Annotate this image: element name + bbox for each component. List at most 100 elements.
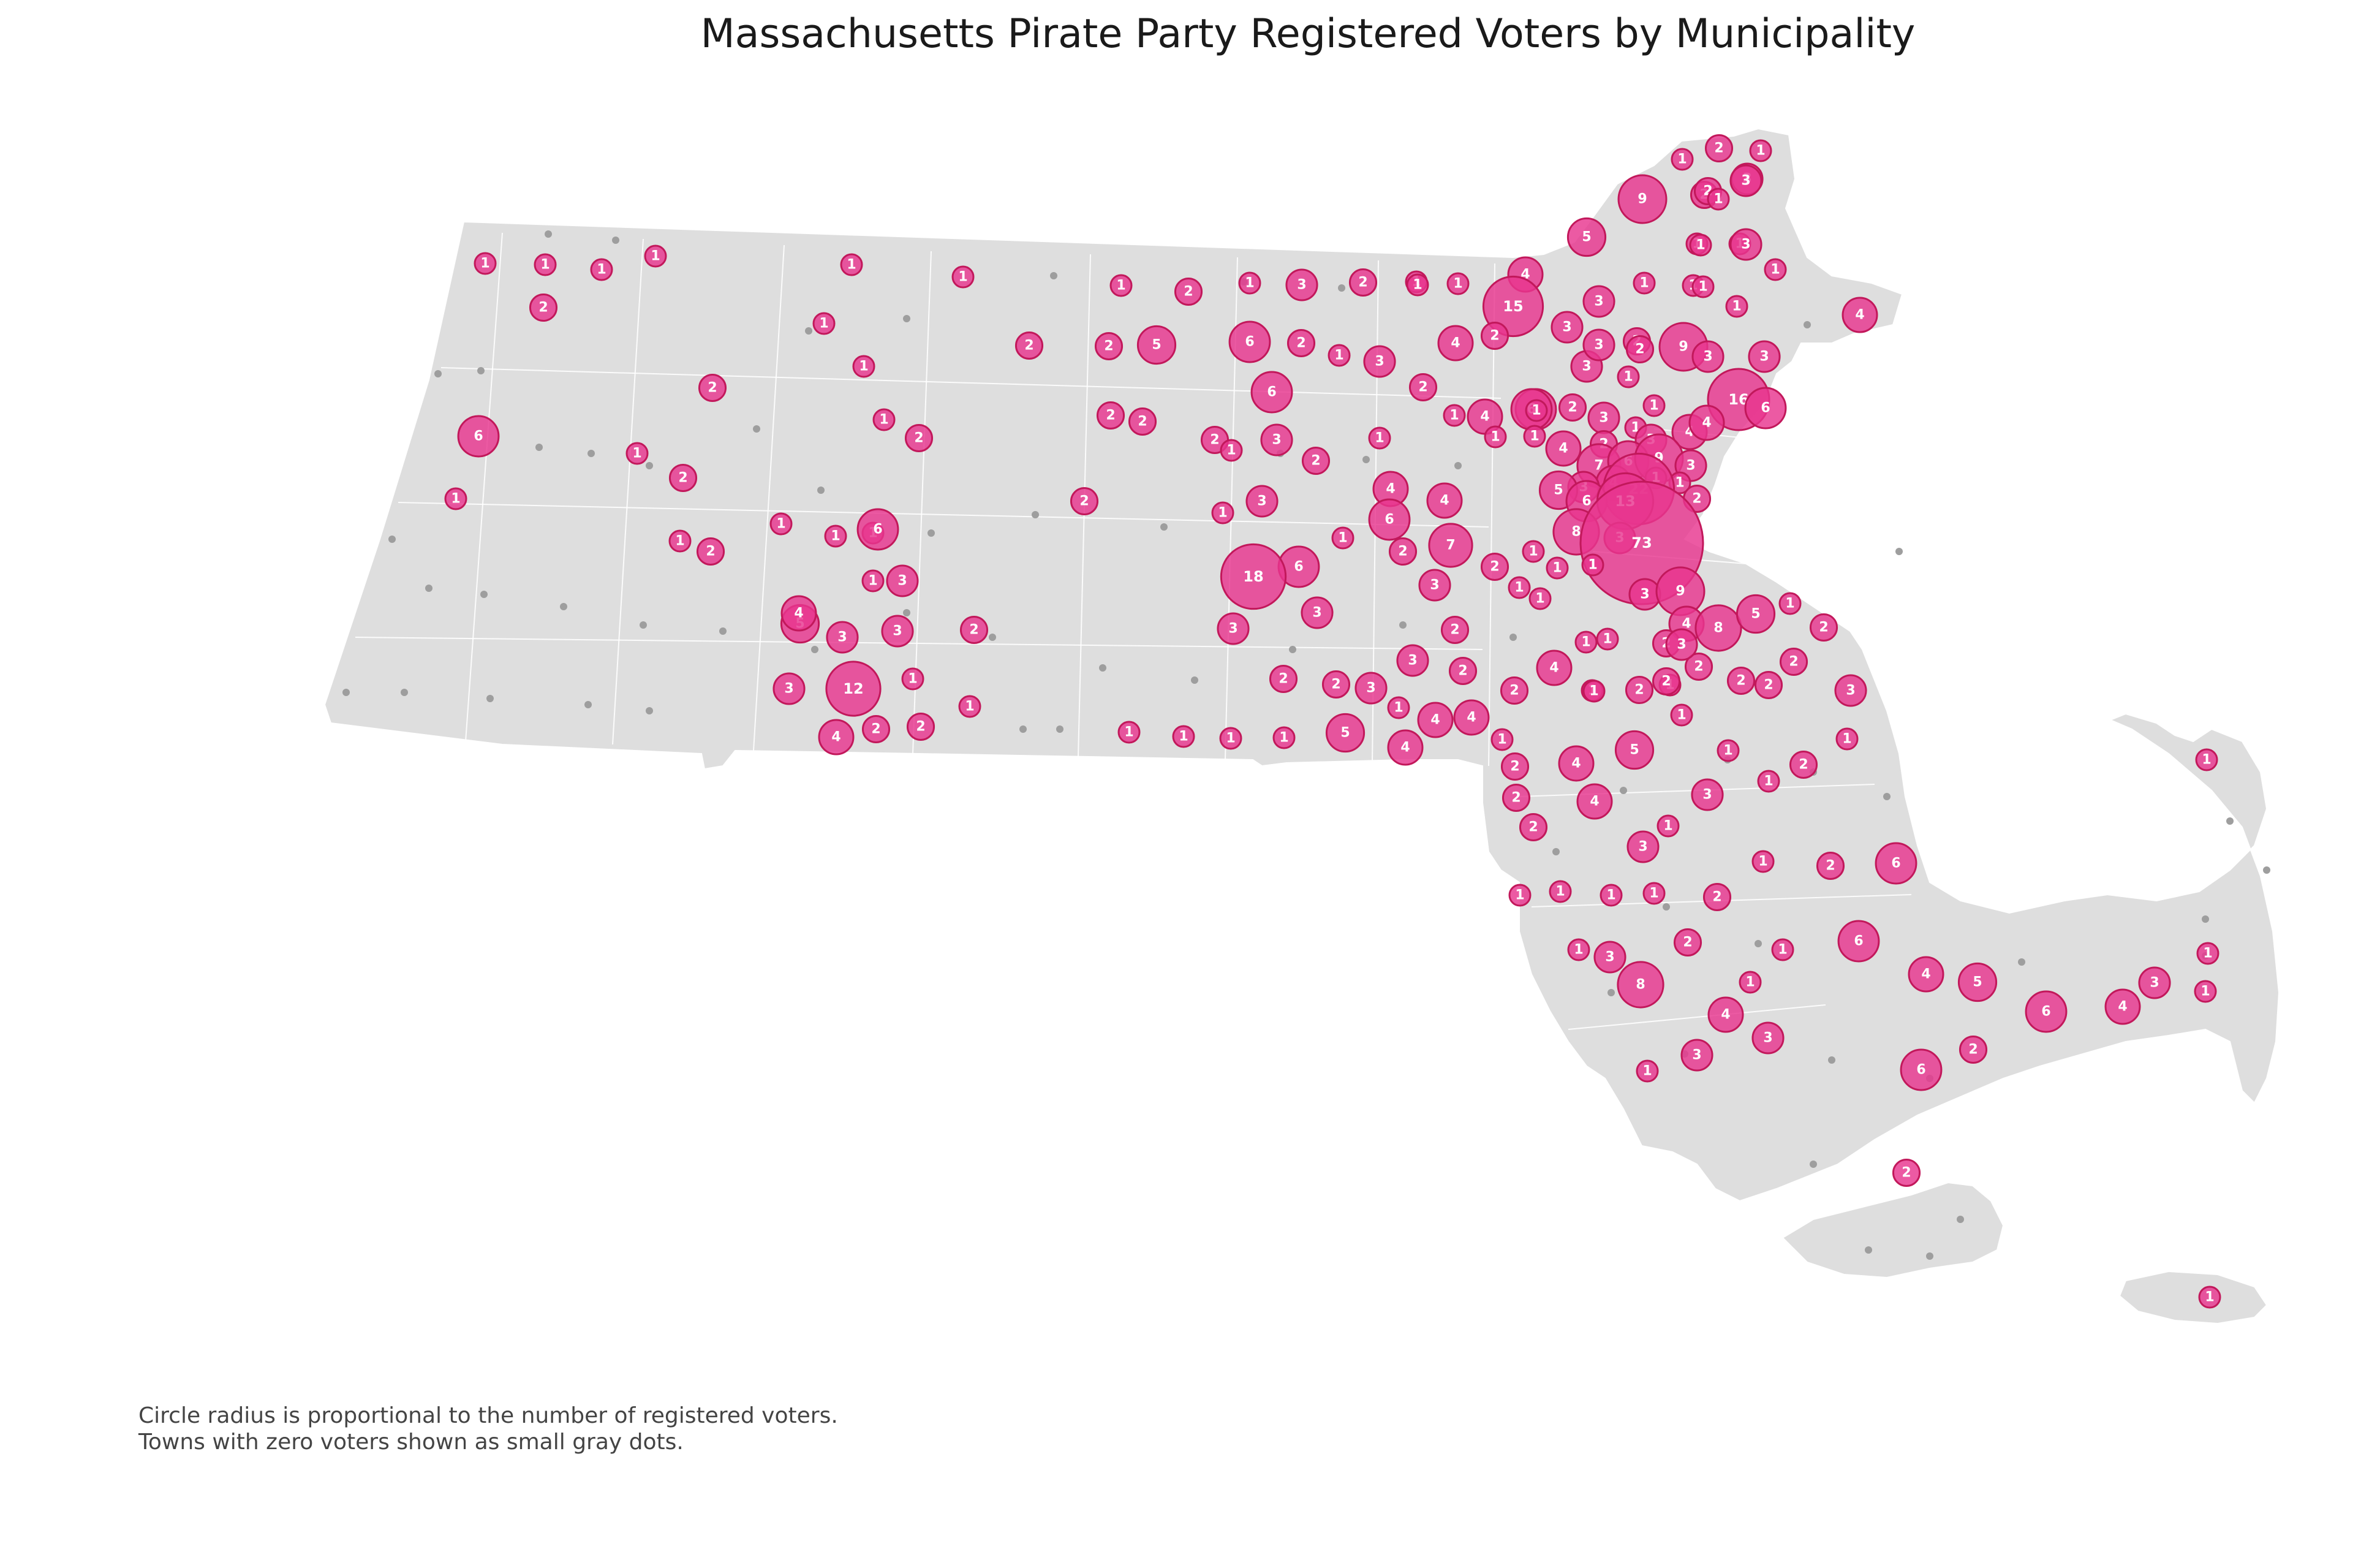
voter-bubble-circle	[1219, 727, 1242, 750]
voter-bubble-circle	[1301, 596, 1334, 629]
voter-bubble-circle	[1387, 696, 1410, 719]
voter-bubble: 1	[1574, 631, 1598, 654]
voter-bubble: 1	[1109, 274, 1133, 297]
zero-voter-dot	[1289, 646, 1296, 653]
voter-bubble-circle	[1751, 850, 1775, 873]
voter-count-label: 4	[794, 606, 803, 621]
voter-bubble: 4	[780, 595, 817, 632]
voter-count-label: 6	[873, 522, 882, 537]
voter-bubble: 1	[1739, 971, 1762, 994]
voter-bubble-circle	[824, 525, 847, 548]
voter-count-label: 4	[1855, 308, 1864, 323]
zero-voter-dot	[1957, 1216, 1964, 1223]
voter-bubble-circle	[1546, 556, 1569, 580]
voter-bubble: 1	[1508, 884, 1532, 907]
voter-bubble-circle	[773, 672, 806, 705]
voter-bubble-circle	[1835, 727, 1859, 751]
voter-bubble-circle	[1749, 139, 1772, 162]
voter-bubble-circle	[1331, 526, 1354, 550]
voter-bubble: 6	[856, 508, 899, 551]
voter-count-label: 2	[1764, 678, 1773, 693]
voter-bubble: 4	[1842, 297, 1878, 333]
voter-count-label: 7	[1594, 458, 1603, 474]
zero-voter-dot	[1755, 940, 1762, 947]
voter-bubble-circle	[1502, 783, 1531, 812]
voter-bubble: 2	[1388, 537, 1418, 566]
voter-count-label: 2	[1450, 623, 1459, 638]
zero-voter-dot	[1865, 1246, 1872, 1254]
voter-bubble-circle	[1652, 667, 1681, 696]
voter-bubble-circle	[1625, 335, 1655, 364]
voter-count-label: 1	[1623, 369, 1633, 385]
voter-bubble: 5	[1325, 713, 1366, 753]
voter-count-label: 1	[1758, 854, 1767, 869]
voter-count-label: 1	[1589, 684, 1598, 699]
voter-bubble-circle	[1260, 423, 1293, 456]
voter-bubble-circle	[1665, 628, 1698, 661]
voter-bubble: 3	[1593, 941, 1626, 974]
voter-bubble-circle	[1558, 745, 1595, 782]
voter-bubble-circle	[1406, 273, 1429, 297]
voter-bubble-circle	[1426, 482, 1463, 519]
voter-bubble: 1	[1368, 426, 1391, 450]
voter-bubble-circle	[1574, 631, 1598, 654]
voter-bubble-circle	[826, 621, 859, 654]
voter-bubble: 1	[1689, 233, 1712, 257]
voter-count-label: 1	[1334, 348, 1343, 363]
voter-bubble: 2	[1128, 407, 1157, 436]
voter-bubble-circle	[1642, 394, 1666, 417]
voter-bubble-circle	[2025, 990, 2068, 1033]
voter-bubble-circle	[1528, 587, 1552, 610]
voter-bubble-circle	[668, 529, 692, 553]
voter-count-label: 1	[1677, 708, 1686, 723]
voter-count-label: 15	[1503, 298, 1523, 315]
voter-bubble: 1	[474, 252, 497, 275]
zero-voter-dot	[753, 425, 760, 433]
voter-bubble-circle	[1117, 721, 1141, 744]
voter-count-label: 2	[1826, 858, 1835, 874]
zero-voter-dot	[1191, 676, 1198, 684]
voter-count-label: 4	[1549, 661, 1558, 676]
voter-bubble: 3	[1587, 401, 1620, 434]
voter-bubble: 4	[1426, 482, 1463, 519]
zero-voter-dot	[927, 529, 935, 537]
voter-bubble: 1	[1600, 884, 1623, 907]
voter-count-label: 2	[1692, 491, 1701, 507]
voter-bubble-circle	[1484, 425, 1507, 449]
zero-voter-dot	[612, 237, 619, 244]
zero-voter-dot	[903, 609, 910, 616]
voter-bubble-circle	[1636, 1059, 1659, 1083]
voter-bubble: 12	[825, 661, 882, 717]
voter-count-label: 1	[1394, 700, 1403, 716]
voter-bubble: 1	[1596, 627, 1619, 651]
voter-bubble: 1	[1835, 727, 1859, 751]
voter-count-label: 2	[1331, 677, 1340, 692]
voter-count-label: 1	[908, 672, 917, 687]
voter-count-label: 2	[1789, 654, 1798, 670]
zero-voter-dot	[477, 367, 485, 374]
voter-count-label: 6	[1916, 1062, 1925, 1078]
voter-bubble: 1	[1328, 344, 1351, 367]
voter-count-label: 1	[847, 257, 856, 273]
voter-count-label: 8	[1571, 525, 1581, 540]
voter-bubble: 3	[1680, 1039, 1713, 1072]
voter-bubble: 2	[1789, 750, 1818, 779]
voter-bubble-circle	[698, 373, 727, 403]
voter-count-label: 2	[1510, 759, 1519, 774]
voter-bubble: 2	[959, 615, 989, 645]
zero-voter-dot	[1454, 462, 1462, 469]
voter-count-label: 1	[1453, 276, 1462, 292]
voter-bubble: 2	[1500, 752, 1530, 781]
voter-count-label: 4	[1702, 415, 1711, 431]
voter-count-label: 4	[1590, 794, 1599, 809]
voter-bubble-circle	[1582, 680, 1606, 703]
voter-count-label: 2	[1714, 141, 1723, 156]
voter-count-label: 3	[1228, 621, 1237, 637]
voter-bubble-circle	[2198, 1286, 2221, 1309]
voter-bubble: 3	[1260, 423, 1293, 456]
zero-voter-dot	[1828, 1056, 1835, 1064]
voter-count-label: 4	[1921, 967, 1930, 982]
voter-bubble: 2	[1519, 812, 1548, 842]
voter-bubble-circle	[861, 714, 891, 744]
voter-bubble: 1	[1446, 272, 1470, 295]
